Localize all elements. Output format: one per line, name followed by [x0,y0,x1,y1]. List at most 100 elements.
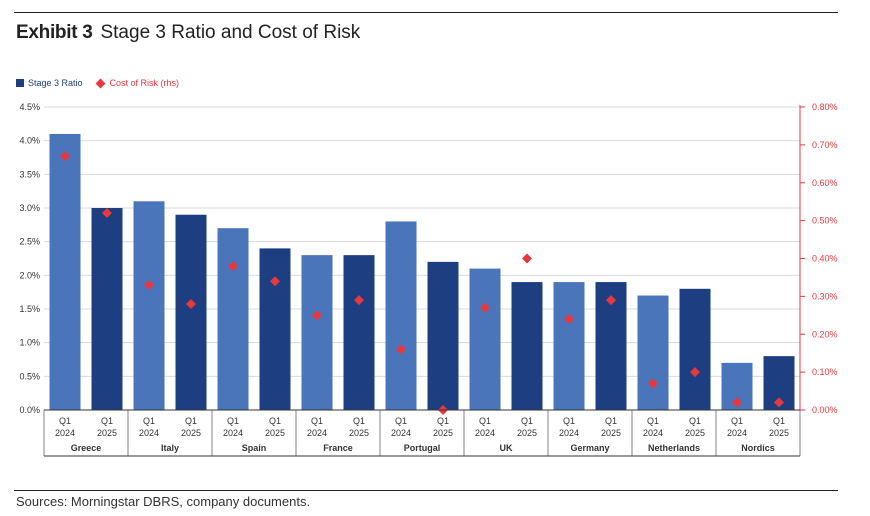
x-tick-label-quarter: Q1 [311,416,323,426]
x-tick-label-year: 2025 [685,428,705,438]
y-right-tick-label: 0.70% [812,140,838,150]
bar-italy-2025 [175,214,207,410]
y-left-tick-label: 3.5% [19,169,40,179]
legend-marker-label: Cost of Risk (rhs) [109,78,180,88]
bar-spain-2024 [217,228,249,410]
x-tick-label-year: 2024 [643,428,663,438]
cost-of-risk-marker-greece-2025 [102,208,112,219]
y-right-tick-label: 0.00% [812,405,838,415]
bar-greece-2024 [49,133,81,410]
bar-spain-2025 [259,248,291,410]
x-tick-label-year: 2024 [391,428,411,438]
x-tick-label-year: 2024 [139,428,159,438]
y-right-tick-label: 0.20% [812,329,838,339]
group-label-uk: UK [500,443,513,453]
x-tick-label-year: 2025 [265,428,285,438]
exhibit-title: Stage 3 Ratio and Cost of Risk [100,22,361,43]
x-tick-label-quarter: Q1 [689,416,701,426]
cost-of-risk-marker-germany-2024 [564,314,574,325]
legend-bar-swatch [16,79,24,87]
y-right-tick-label: 0.60% [812,178,838,188]
bar-france-2025 [343,255,375,410]
chart-legend: Stage 3 Ratio Cost of Risk (rhs) [16,78,179,88]
x-tick-label-year: 2024 [55,428,75,438]
cost-of-risk-marker-france-2025 [354,295,364,306]
cost-of-risk-marker-spain-2025 [270,276,280,287]
cost-of-risk-marker-italy-2025 [186,298,196,309]
y-right-tick-label: 0.10% [812,367,838,377]
group-label-portugal: Portugal [404,443,441,453]
y-left-tick-label: 2.5% [19,237,40,247]
cost-of-risk-marker-greece-2024 [60,151,70,162]
y-left-tick-label: 4.0% [19,136,40,146]
cost-of-risk-marker-nordics-2024 [732,397,742,408]
bar-italy-2024 [133,201,165,410]
x-tick-label-quarter: Q1 [101,416,113,426]
bar-uk-2025 [511,282,543,410]
group-label-germany: Germany [570,443,609,453]
cost-of-risk-marker-nordics-2025 [774,397,784,408]
bar-portugal-2024 [385,221,417,410]
x-tick-label-quarter: Q1 [227,416,239,426]
x-tick-label-year: 2025 [349,428,369,438]
bar-portugal-2025 [427,261,459,410]
y-left-tick-label: 2.0% [19,270,40,280]
cost-of-risk-marker-uk-2024 [480,302,490,313]
x-tick-label-quarter: Q1 [731,416,743,426]
x-tick-label-quarter: Q1 [143,416,155,426]
cost-of-risk-marker-netherlands-2024 [648,378,658,389]
bar-netherlands-2025 [679,288,711,410]
group-label-greece: Greece [71,443,102,453]
x-tick-label-quarter: Q1 [59,416,71,426]
bar-greece-2025 [91,208,123,410]
y-right-tick-label: 0.30% [812,291,838,301]
x-tick-label-quarter: Q1 [647,416,659,426]
x-tick-label-year: 2024 [727,428,747,438]
y-right-tick-label: 0.80% [812,102,838,112]
x-tick-label-year: 2025 [517,428,537,438]
y-left-tick-label: 0.5% [19,371,40,381]
cost-of-risk-marker-uk-2025 [522,253,532,264]
x-tick-label-quarter: Q1 [563,416,575,426]
exhibit-label: Exhibit 3 [16,22,93,43]
bar-france-2024 [301,255,333,410]
x-tick-label-year: 2024 [307,428,327,438]
x-tick-label-year: 2025 [433,428,453,438]
x-tick-label-quarter: Q1 [479,416,491,426]
x-tick-label-year: 2025 [769,428,789,438]
y-left-tick-label: 0.0% [19,405,40,415]
x-tick-label-quarter: Q1 [269,416,281,426]
group-label-netherlands: Netherlands [648,443,700,453]
x-tick-label-quarter: Q1 [395,416,407,426]
x-tick-label-year: 2025 [181,428,201,438]
cost-of-risk-marker-italy-2024 [144,280,154,291]
y-right-tick-label: 0.40% [812,254,838,264]
cost-of-risk-marker-germany-2025 [606,295,616,306]
cost-of-risk-marker-portugal-2024 [396,344,406,355]
x-tick-label-quarter: Q1 [773,416,785,426]
x-tick-label-quarter: Q1 [521,416,533,426]
x-tick-label-year: 2025 [601,428,621,438]
y-left-tick-label: 1.0% [19,338,40,348]
x-tick-label-year: 2025 [97,428,117,438]
cost-of-risk-marker-spain-2024 [228,261,238,272]
bar-germany-2024 [553,282,585,410]
source-note: Sources: Morningstar DBRS, company docum… [16,494,311,509]
cost-of-risk-marker-netherlands-2025 [690,367,700,378]
bottom-rule [14,490,838,491]
x-tick-label-quarter: Q1 [605,416,617,426]
legend-bar-label: Stage 3 Ratio [28,78,83,88]
x-tick-label-year: 2024 [223,428,243,438]
group-label-nordics: Nordics [741,443,775,453]
y-left-tick-label: 1.5% [19,304,40,314]
top-rule [14,12,838,13]
x-tick-label-year: 2024 [475,428,495,438]
y-left-tick-label: 3.0% [19,203,40,213]
cost-of-risk-marker-france-2024 [312,310,322,321]
y-left-tick-label: 4.5% [19,102,40,112]
chart-title: Exhibit 3 Stage 3 Ratio and Cost of Risk [16,22,360,44]
group-label-france: France [323,443,353,453]
y-right-tick-label: 0.50% [812,216,838,226]
x-tick-label-quarter: Q1 [353,416,365,426]
